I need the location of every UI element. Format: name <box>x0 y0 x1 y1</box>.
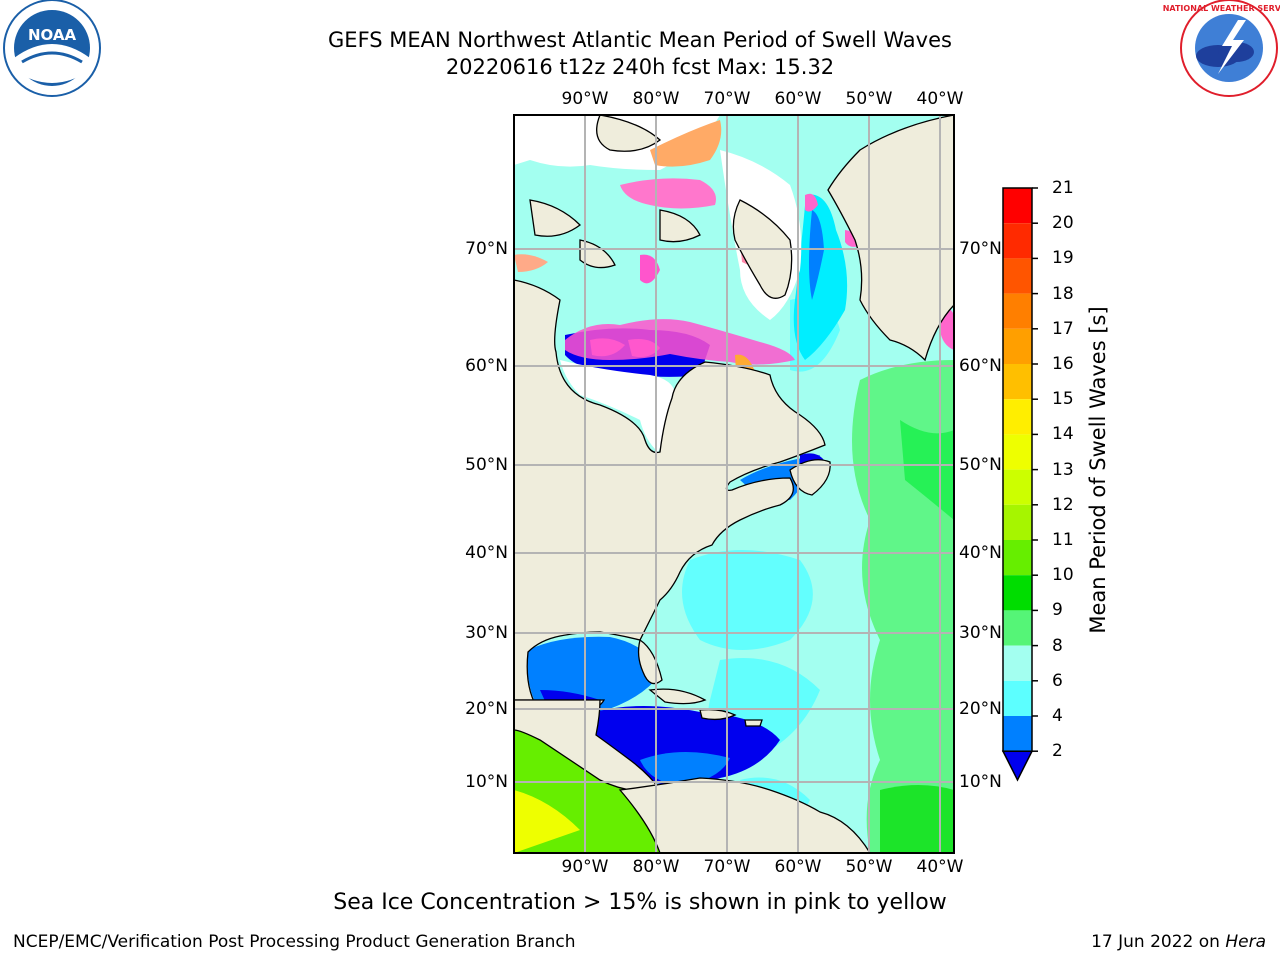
colorbar-label: 2 <box>1052 741 1063 762</box>
colorbar-title: Mean Period of Swell Waves [s] <box>1086 306 1110 634</box>
lon-tick-bottom: 70°W <box>703 857 751 877</box>
colorbar-label: 15 <box>1052 389 1074 410</box>
colorbar-label: 13 <box>1052 459 1074 480</box>
lat-tick-right: 40°N <box>959 543 1002 563</box>
lon-tick-bottom: 40°W <box>916 857 964 877</box>
lon-tick-top: 90°W <box>561 89 609 109</box>
lon-tick-bottom: 60°W <box>774 857 822 877</box>
lon-tick-bottom: 90°W <box>561 857 609 877</box>
lon-tick-top: 50°W <box>845 89 893 109</box>
colorbar-label: 20 <box>1052 213 1074 234</box>
lat-tick-right: 50°N <box>959 455 1002 475</box>
map-subtitle: 20220616 t12z 240h fcst Max: 15.32 <box>445 55 835 79</box>
colorbar-label: 18 <box>1052 283 1074 304</box>
lon-tick-top: 70°W <box>703 89 751 109</box>
lat-tick-right: 10°N <box>959 772 1002 792</box>
colorbar-label: 10 <box>1052 565 1074 586</box>
lon-tick-top: 80°W <box>632 89 680 109</box>
lat-tick-right: 70°N <box>959 239 1002 259</box>
lat-tick-right: 30°N <box>959 623 1002 643</box>
footer-date-text: 17 Jun 2022 on <box>1091 932 1226 952</box>
footer-credit: NCEP/EMC/Verification Post Processing Pr… <box>13 932 576 952</box>
lat-tick-left: 60°N <box>465 356 508 376</box>
lon-tick-top: 60°W <box>774 89 822 109</box>
svg-text:NOAA: NOAA <box>28 26 77 44</box>
sea-ice-overlay <box>514 120 954 376</box>
noaa-logo-icon: NOAA <box>3 0 101 97</box>
colorbar-label: 19 <box>1052 248 1074 269</box>
sea-ice-note: Sea Ice Concentration > 15% is shown in … <box>333 890 947 915</box>
colorbar-label: 9 <box>1052 600 1063 621</box>
lat-tick-left: 10°N <box>465 772 508 792</box>
colorbar-label: 16 <box>1052 354 1074 374</box>
lon-tick-bottom: 50°W <box>845 857 893 877</box>
colorbar-label: 17 <box>1052 318 1074 339</box>
map-frame <box>513 114 955 854</box>
nws-logo-icon: NATIONAL WEATHER SERVICE <box>1163 0 1280 97</box>
graticule <box>514 115 954 853</box>
footer-machine: Hera <box>1225 932 1266 952</box>
map-panel <box>514 115 954 853</box>
colorbar-label: 21 <box>1052 178 1074 198</box>
lat-tick-left: 40°N <box>465 543 508 563</box>
lat-tick-right: 60°N <box>959 356 1002 376</box>
lat-tick-left: 30°N <box>465 623 508 643</box>
lat-tick-left: 70°N <box>465 239 508 259</box>
colorbar <box>1001 187 1038 782</box>
land-masses <box>514 115 954 853</box>
lat-tick-right: 20°N <box>959 699 1002 719</box>
svg-text:NATIONAL WEATHER SERVICE: NATIONAL WEATHER SERVICE <box>1163 4 1280 13</box>
lon-tick-top: 40°W <box>916 89 964 109</box>
lat-tick-left: 20°N <box>465 699 508 719</box>
map-title: GEFS MEAN Northwest Atlantic Mean Period… <box>328 28 952 52</box>
colorbar-label: 12 <box>1052 494 1074 515</box>
colorbar-label: 6 <box>1052 670 1063 691</box>
colorbar-label: 4 <box>1052 706 1063 726</box>
footer-date: 17 Jun 2022 on Hera <box>1091 932 1266 952</box>
colorbar-label: 14 <box>1052 424 1074 445</box>
lat-tick-left: 50°N <box>465 455 508 475</box>
lon-tick-bottom: 80°W <box>632 857 680 877</box>
colorbar-label: 11 <box>1052 530 1074 550</box>
colorbar-label: 8 <box>1052 635 1063 656</box>
